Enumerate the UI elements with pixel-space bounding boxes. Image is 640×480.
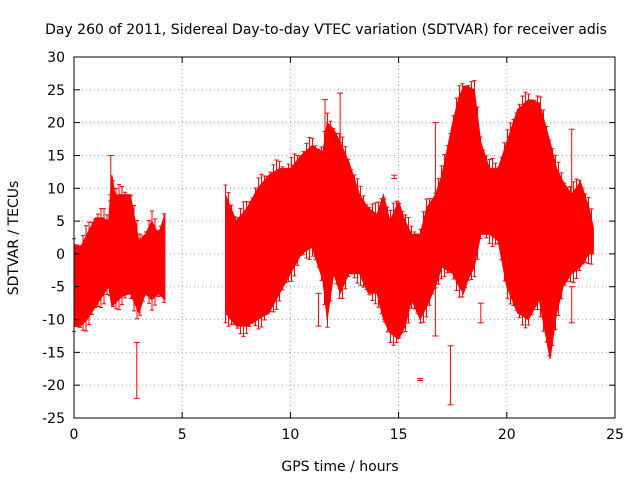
y-tick-label: 20 <box>47 116 65 132</box>
plot-frame <box>73 56 616 419</box>
y-tick-label: 25 <box>47 83 65 99</box>
y-tick-label: 15 <box>47 148 65 164</box>
x-axis-label: GPS time / hours <box>281 459 398 475</box>
y-axis-label: SDTVAR / TECUs <box>6 181 22 296</box>
y-tick-label: -5 <box>51 280 65 296</box>
data-envelope <box>225 86 594 359</box>
x-tick-label: 5 <box>178 427 187 443</box>
y-tick-label: -20 <box>42 378 65 394</box>
x-tick-label: 10 <box>281 427 299 443</box>
x-tick-label: 20 <box>498 427 516 443</box>
x-tick-label: 25 <box>606 427 624 443</box>
data-series <box>72 80 594 406</box>
y-tick-label: -15 <box>42 345 65 361</box>
y-tick-label: 10 <box>47 181 65 197</box>
x-tick-label: 15 <box>390 427 408 443</box>
y-tick-label: 5 <box>56 214 65 230</box>
x-tick-label: 0 <box>70 427 79 443</box>
chart-title: Day 260 of 2011, Sidereal Day-to-day VTE… <box>45 22 607 38</box>
y-tick-label: -25 <box>42 411 65 427</box>
y-tick-label: 30 <box>47 50 65 66</box>
y-tick-label: 0 <box>56 247 65 263</box>
axis-ticks: 0 5 10 15 20 25 -25 -20 -15 -10 -5 0 5 10 15 20 25 30 <box>42 50 624 443</box>
y-tick-label: -10 <box>42 313 65 329</box>
